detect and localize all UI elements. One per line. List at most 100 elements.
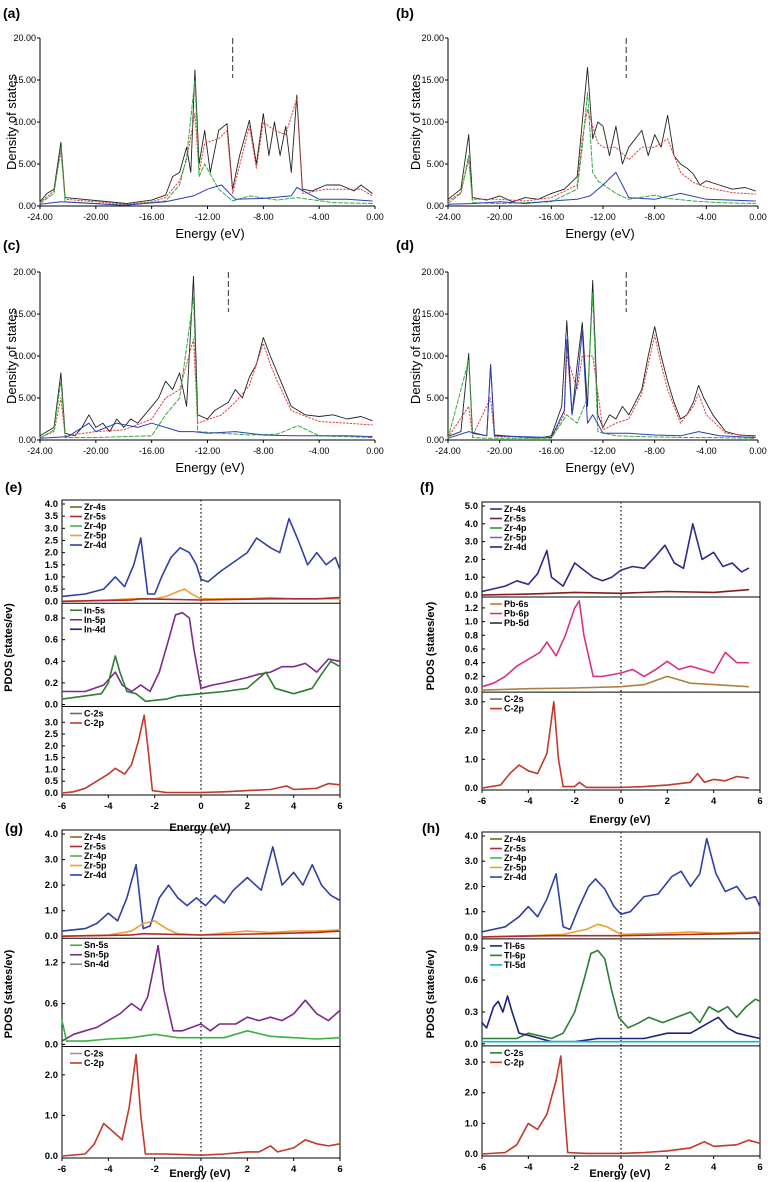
y-tick-label: 0.0 xyxy=(465,685,478,696)
x-tick-label: 6 xyxy=(337,1164,342,1175)
legend-entry: Zr-5p xyxy=(504,533,527,543)
y-tick-label: 0.0 xyxy=(465,932,478,943)
x-tick-label: 0.00 xyxy=(749,212,767,222)
y-tick-label: 2.5 xyxy=(45,535,59,546)
y-tick-label: 1.0 xyxy=(45,572,58,583)
x-tick-label: -4.00 xyxy=(309,212,330,222)
y-tick-label: 0.00 xyxy=(426,435,444,445)
x-axis-label: Energy (eV) xyxy=(169,1168,230,1180)
y-tick-label: 1.0 xyxy=(465,907,478,918)
panel-label: (d) xyxy=(396,237,414,253)
x-tick-label: -16.00 xyxy=(539,446,565,456)
x-tick-label: -6 xyxy=(58,801,66,812)
y-tick-label: 20.00 xyxy=(421,267,444,277)
y-tick-label: 0.0 xyxy=(465,1149,478,1160)
y-axis-label: PDOS (states/ev) xyxy=(3,949,15,1038)
dos-series-line xyxy=(447,66,756,203)
x-tick-label: -2 xyxy=(570,1162,578,1173)
x-tick-label: 0 xyxy=(618,1162,623,1173)
x-axis-label: Energy (eV) xyxy=(175,226,244,241)
legend-entry: Sn-4d xyxy=(84,959,109,969)
legend-entry: Tl-5d xyxy=(504,960,526,970)
y-tick-label: 1.2 xyxy=(45,958,58,969)
y-tick-label: 3.5 xyxy=(45,511,59,522)
legend-entry: Pb-6s xyxy=(504,599,529,609)
legend-entry: Zr-4p xyxy=(504,853,527,863)
dos-series-line xyxy=(39,184,373,206)
y-tick-label: 3.0 xyxy=(465,697,478,708)
y-tick-label: 15.00 xyxy=(421,75,444,85)
legend-entry: C-2p xyxy=(504,704,525,714)
y-tick-label: 0.0 xyxy=(45,788,58,799)
pdos-series-line xyxy=(481,523,750,593)
x-tick-label: 6 xyxy=(337,801,342,812)
legend-entry: Zr-5s xyxy=(504,844,526,854)
x-tick-label: -12.00 xyxy=(195,446,221,456)
y-tick-label: 1.0 xyxy=(45,1110,58,1121)
y-tick-label: 0.4 xyxy=(465,658,479,669)
x-tick-label: -4.00 xyxy=(309,446,330,456)
x-tick-label: -20.00 xyxy=(487,212,513,222)
pdos-series-line xyxy=(481,1055,761,1155)
panel-label: (h) xyxy=(422,820,440,836)
y-tick-label: 1.5 xyxy=(45,560,59,571)
y-tick-label: 20.00 xyxy=(13,33,36,43)
panel-label: (b) xyxy=(396,5,414,21)
legend-entry: Pb-6p xyxy=(504,609,530,619)
chart-panel-7: (g) Energy (eV) PDOS (states/ev) -6 -4 -2 0 2 4 6… xyxy=(3,820,343,1180)
legend-entry: Tl-6p xyxy=(504,950,526,960)
dos-series-line xyxy=(447,92,756,204)
legend-entry: Zr-4s xyxy=(504,834,526,844)
y-tick-label: 4.0 xyxy=(465,519,478,530)
legend-entry: Zr-4p xyxy=(504,523,527,533)
x-axis-label: Energy (eV) xyxy=(175,460,244,475)
x-tick-label: 0 xyxy=(198,801,203,812)
x-axis-label: Energy (eV) xyxy=(589,1168,650,1180)
chart-panel-8: (h) Energy (eV) PDOS (states/ev) -6 -4 -2 0 2 4 6… xyxy=(422,820,763,1180)
x-tick-label: -16.00 xyxy=(139,212,165,222)
y-tick-label: 10.00 xyxy=(421,117,444,127)
x-tick-label: 0.00 xyxy=(366,212,384,222)
x-tick-label: -4.00 xyxy=(696,212,717,222)
y-tick-label: 2.0 xyxy=(465,881,478,892)
y-tick-label: 2.0 xyxy=(465,726,478,737)
legend-entry: Zr-4d xyxy=(84,870,107,880)
chart-panel-1: (a) Energy (eV) Density of states -24.00 -20… xyxy=(3,5,384,241)
x-tick-label: -12.00 xyxy=(590,212,616,222)
y-tick-label: 10.00 xyxy=(421,351,444,361)
y-tick-label: 5.00 xyxy=(18,393,36,403)
x-tick-label: 4 xyxy=(291,801,297,812)
legend-entry: In-5s xyxy=(84,605,105,615)
y-tick-label: 0.0 xyxy=(45,931,58,942)
panel-label: (e) xyxy=(5,479,22,495)
y-tick-label: 1.0 xyxy=(465,572,478,583)
legend-entry: C-2s xyxy=(504,694,524,704)
dos-series-line xyxy=(39,275,373,437)
y-tick-label: 2.5 xyxy=(45,729,59,740)
y-tick-label: 0.2 xyxy=(45,678,58,689)
x-tick-label: 6 xyxy=(757,796,762,807)
legend-entry: C-2s xyxy=(84,709,104,719)
y-tick-label: 1.0 xyxy=(465,1118,478,1129)
y-tick-label: 0.0 xyxy=(45,1151,58,1162)
pdos-series-line xyxy=(61,1053,341,1157)
x-tick-label: -20.00 xyxy=(487,446,513,456)
legend-entry: Zr-4s xyxy=(504,504,526,514)
y-tick-label: 1.0 xyxy=(465,754,478,765)
legend-entry: Sn-5p xyxy=(84,950,110,960)
pdos-series-line xyxy=(61,655,341,703)
legend-entry: In-4d xyxy=(84,624,106,634)
panel-label: (a) xyxy=(3,5,20,21)
y-tick-label: 2.0 xyxy=(45,741,58,752)
x-tick-label: 2 xyxy=(665,1162,670,1173)
y-tick-label: 15.00 xyxy=(13,309,36,319)
y-tick-label: 5.0 xyxy=(465,501,478,512)
pdos-series-line xyxy=(61,930,341,937)
legend-entry: C-2p xyxy=(84,1058,105,1068)
y-tick-label: 5.00 xyxy=(426,159,444,169)
y-axis-label: PDOS (states/ev) xyxy=(3,603,15,692)
y-tick-label: 20.00 xyxy=(421,33,444,43)
y-tick-label: 2.0 xyxy=(45,548,58,559)
x-tick-label: -24.00 xyxy=(435,446,461,456)
x-axis-label: Energy (eV) xyxy=(169,822,230,834)
